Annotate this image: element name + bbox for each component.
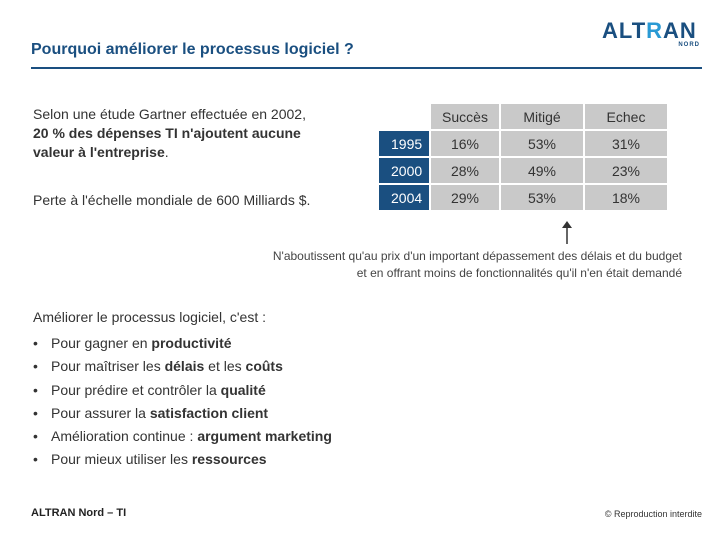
cell-succes: 16% xyxy=(429,130,500,158)
improve-heading: Améliorer le processus logiciel, c'est : xyxy=(33,309,266,325)
table-row: 2004 29% 53% 18% xyxy=(379,184,667,212)
footer-company: ALTRAN Nord – TI xyxy=(31,507,127,519)
note-line-2: et en offrant moins de fonctionnalités q… xyxy=(356,266,682,280)
table-header-row: Succès Mitigé Echec xyxy=(379,104,667,131)
cell-echec: 18% xyxy=(583,184,667,212)
list-item: • Pour mieux utiliser les ressources xyxy=(33,451,267,468)
table-row: 2000 28% 49% 23% xyxy=(379,157,667,185)
cell-mitige: 53% xyxy=(499,130,584,158)
row-year: 2004 xyxy=(379,184,430,212)
intro-line-2: 20 % des dépenses TI n'ajoutent aucune xyxy=(33,125,301,141)
table-corner xyxy=(379,104,430,131)
overrun-note: N'aboutissent qu'au prix d'un important … xyxy=(162,248,682,282)
note-line-1: N'aboutissent qu'au prix d'un important … xyxy=(272,249,682,263)
title-underline xyxy=(31,67,702,69)
logo-wordmark: ALTRAN xyxy=(602,18,697,43)
list-item: • Pour gagner en productivité xyxy=(33,335,232,351)
improve-list: • Pour gagner en productivité • Pour maîtr… xyxy=(33,332,332,472)
list-item: • Pour maîtriser les délais et les coûts xyxy=(33,358,283,375)
row-year: 1995 xyxy=(379,130,430,158)
intro-line-1: Selon une étude Gartner effectuée en 200… xyxy=(33,106,306,122)
arrow-up-icon xyxy=(562,221,572,244)
header-echec: Echec xyxy=(583,104,667,131)
global-loss-text: Perte à l'échelle mondiale de 600 Millia… xyxy=(33,192,311,208)
cell-mitige: 49% xyxy=(499,157,584,185)
header-succes: Succès xyxy=(429,104,500,131)
cell-echec: 31% xyxy=(583,130,667,158)
row-year: 2000 xyxy=(379,157,430,185)
header-mitige: Mitigé xyxy=(499,104,584,131)
cell-succes: 29% xyxy=(429,184,500,212)
list-item: • Pour assurer la satisfaction client xyxy=(33,404,269,421)
project-outcome-table: Succès Mitigé Echec 1995 16% 53% 31% 200… xyxy=(379,104,667,212)
cell-mitige: 53% xyxy=(499,184,584,212)
intro-line-3: valeur à l'entreprise. xyxy=(33,144,169,160)
logo-subtitle: NORD xyxy=(678,42,700,48)
altran-logo: ALTRAN NORD xyxy=(602,20,702,54)
cell-succes: 28% xyxy=(429,157,500,185)
gartner-intro: Selon une étude Gartner effectuée en 200… xyxy=(33,105,363,162)
list-item: • Pour prédire et contrôler la qualité xyxy=(33,381,266,398)
slide-title: Pourquoi améliorer le processus logiciel… xyxy=(31,41,354,58)
footer-copyright: © Reproduction interdite xyxy=(604,509,702,519)
cell-echec: 23% xyxy=(583,157,667,185)
list-item: • Amélioration continue : argument market… xyxy=(33,428,332,445)
table-row: 1995 16% 53% 31% xyxy=(379,130,667,158)
